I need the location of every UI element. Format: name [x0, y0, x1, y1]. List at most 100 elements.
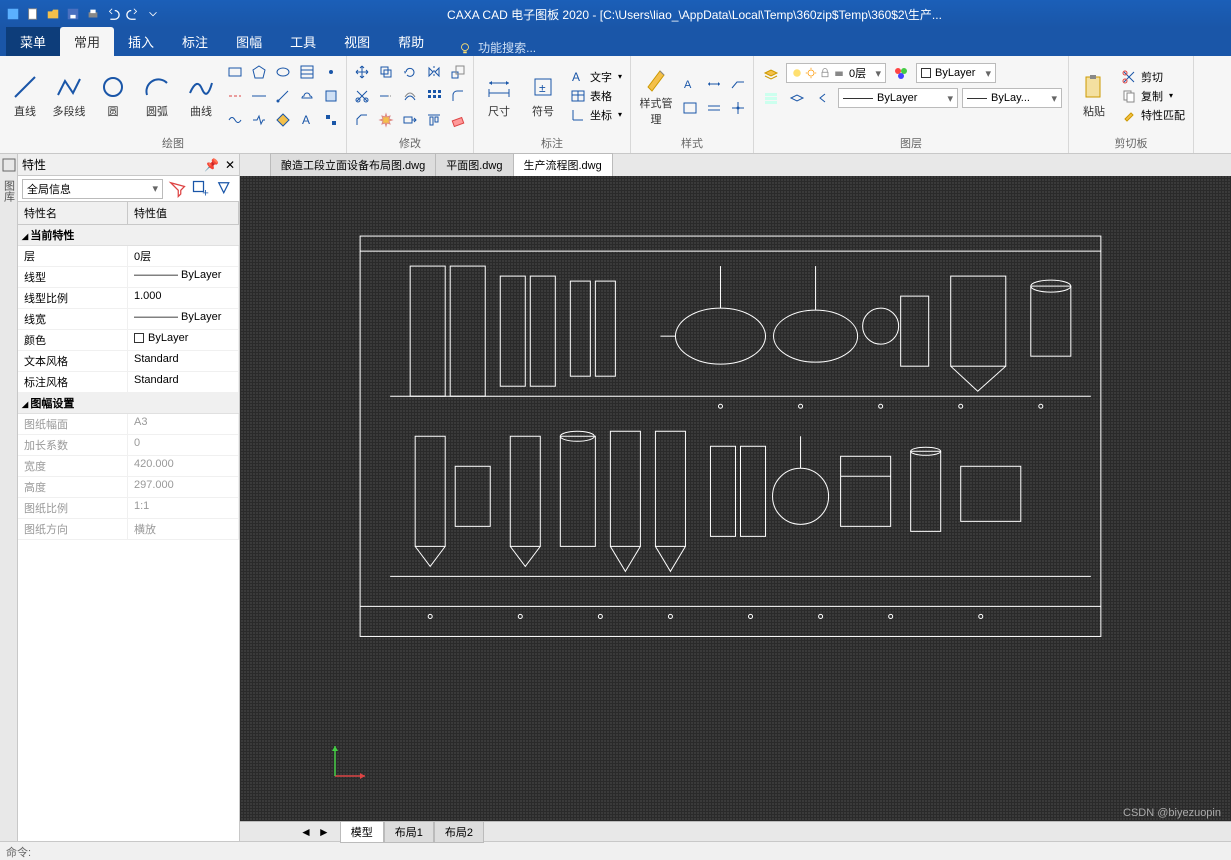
layer-state-icon[interactable] — [760, 87, 782, 109]
ray-icon[interactable] — [272, 85, 294, 107]
coord-button[interactable]: 坐标▾ — [566, 106, 626, 124]
layout-tab-1[interactable]: 布局1 — [384, 821, 434, 843]
hatch-icon[interactable] — [296, 61, 318, 83]
selection-combo[interactable]: 全局信息 — [22, 179, 163, 199]
color-picker-icon[interactable] — [890, 62, 912, 84]
wave-icon[interactable] — [224, 109, 246, 131]
save-icon[interactable] — [64, 5, 82, 23]
ribbon-tab-help[interactable]: 帮助 — [384, 27, 438, 56]
stretch-icon[interactable] — [399, 109, 421, 131]
polygon-icon[interactable] — [248, 61, 270, 83]
layout-scroll-left-icon[interactable]: ◄ — [300, 825, 312, 839]
library-panel-label[interactable]: 图库 — [1, 180, 17, 202]
copy-icon[interactable] — [375, 61, 397, 83]
dimstyle-icon[interactable] — [703, 73, 725, 95]
ptstyle-icon[interactable] — [727, 97, 749, 119]
layout-tab-2[interactable]: 布局2 — [434, 821, 484, 843]
prop-value[interactable]: A3 — [128, 414, 239, 434]
chamfer-icon[interactable] — [351, 109, 373, 131]
stylemgr-button[interactable]: 样式管理 — [635, 63, 677, 129]
ribbon-tab-tools[interactable]: 工具 — [276, 27, 330, 56]
prop-row[interactable]: 文本风格Standard — [18, 351, 239, 372]
layout-scroll-right-icon[interactable]: ► — [318, 825, 330, 839]
prop-row[interactable]: 加长系数0 — [18, 435, 239, 456]
prop-row[interactable]: 线型比例1.000 — [18, 288, 239, 309]
fillet-icon[interactable] — [447, 85, 469, 107]
prop-row[interactable]: 宽度420.000 — [18, 456, 239, 477]
prop-value[interactable]: 420.000 — [128, 456, 239, 476]
ribbon-tab-sheet[interactable]: 图幅 — [222, 27, 276, 56]
symbol-button[interactable]: ±符号 — [522, 71, 564, 121]
prop-value[interactable]: Standard — [128, 372, 239, 392]
layer-selector[interactable]: 0层 — [786, 63, 886, 83]
region-icon[interactable] — [320, 85, 342, 107]
library-panel-icon[interactable] — [2, 158, 16, 172]
prop-row[interactable]: 图纸比例1:1 — [18, 498, 239, 519]
layout-tab-model[interactable]: 模型 — [340, 821, 384, 843]
copy-button[interactable]: 复制▾ — [1117, 87, 1189, 105]
redo-icon[interactable] — [124, 5, 142, 23]
selectobj-icon[interactable] — [215, 179, 235, 199]
prop-value[interactable]: ———— ByLayer — [128, 267, 239, 287]
mlstyle-icon[interactable] — [703, 97, 725, 119]
prop-value[interactable]: 1:1 — [128, 498, 239, 518]
quickselect-icon[interactable] — [167, 179, 187, 199]
tablestyle-icon[interactable] — [679, 97, 701, 119]
break-icon[interactable] — [248, 109, 270, 131]
table-button[interactable]: 表格 — [566, 87, 626, 105]
offset-icon[interactable] — [399, 85, 421, 107]
arc-button[interactable]: 圆弧 — [136, 71, 178, 121]
prop-row[interactable]: 层0层 — [18, 246, 239, 267]
point-icon[interactable] — [320, 61, 342, 83]
prop-value[interactable]: 1.000 — [128, 288, 239, 308]
prop-row[interactable]: 线宽———— ByLayer — [18, 309, 239, 330]
erase-icon[interactable] — [447, 109, 469, 131]
cut-button[interactable]: 剪切 — [1117, 68, 1189, 86]
rect-icon[interactable] — [224, 61, 246, 83]
centerline-icon[interactable] — [224, 85, 246, 107]
prop-row[interactable]: 图纸幅面A3 — [18, 414, 239, 435]
prop-value[interactable]: 0 — [128, 435, 239, 455]
ellipse-icon[interactable] — [272, 61, 294, 83]
dimension-button[interactable]: 尺寸 — [478, 71, 520, 121]
text-icon[interactable]: A — [296, 109, 318, 131]
mirror-icon[interactable] — [423, 61, 445, 83]
lineweight-selector[interactable]: ByLay... — [962, 88, 1062, 108]
menu-file[interactable]: 菜单 — [6, 27, 60, 56]
prop-value[interactable]: 0层 — [128, 246, 239, 266]
line-button[interactable]: 直线 — [4, 71, 46, 121]
ribbon-tab-insert[interactable]: 插入 — [114, 27, 168, 56]
print-icon[interactable] — [84, 5, 102, 23]
prop-value[interactable]: ———— ByLayer — [128, 309, 239, 329]
layer-iso-icon[interactable] — [786, 87, 808, 109]
extend-icon[interactable] — [375, 85, 397, 107]
prop-row[interactable]: 颜色ByLayer — [18, 330, 239, 351]
array-icon[interactable] — [423, 85, 445, 107]
matchprop-button[interactable]: 特性匹配 — [1117, 106, 1189, 124]
ribbon-search[interactable]: 功能搜索... — [458, 39, 536, 56]
color-selector[interactable]: ByLayer — [916, 63, 996, 83]
layer-props-icon[interactable] — [760, 62, 782, 84]
leaderstyle-icon[interactable] — [727, 73, 749, 95]
rotate-icon[interactable] — [399, 61, 421, 83]
viewport[interactable]: CSDN @biyezuopin — [240, 176, 1231, 821]
polyline-button[interactable]: 多段线 — [48, 71, 90, 121]
doc-tab-0[interactable]: 酿造工段立面设备布局图.dwg — [270, 153, 436, 176]
xline-icon[interactable] — [248, 85, 270, 107]
circle-button[interactable]: 圆 — [92, 71, 134, 121]
text-button[interactable]: A文字▾ — [566, 68, 626, 86]
ribbon-tab-view[interactable]: 视图 — [330, 27, 384, 56]
doc-tab-2[interactable]: 生产流程图.dwg — [513, 153, 613, 176]
trim-icon[interactable] — [351, 85, 373, 107]
ribbon-tab-annotate[interactable]: 标注 — [168, 27, 222, 56]
linetype-selector[interactable]: ByLayer — [838, 88, 958, 108]
new-icon[interactable] — [24, 5, 42, 23]
layer-prev-icon[interactable] — [812, 87, 834, 109]
paste-button[interactable]: 粘贴 — [1073, 71, 1115, 121]
prop-row[interactable]: 标注风格Standard — [18, 372, 239, 393]
close-icon[interactable]: ✕ — [225, 158, 235, 172]
explode-icon[interactable] — [375, 109, 397, 131]
align-icon[interactable] — [423, 109, 445, 131]
prop-value[interactable]: 297.000 — [128, 477, 239, 497]
pickadd-icon[interactable]: + — [191, 179, 211, 199]
